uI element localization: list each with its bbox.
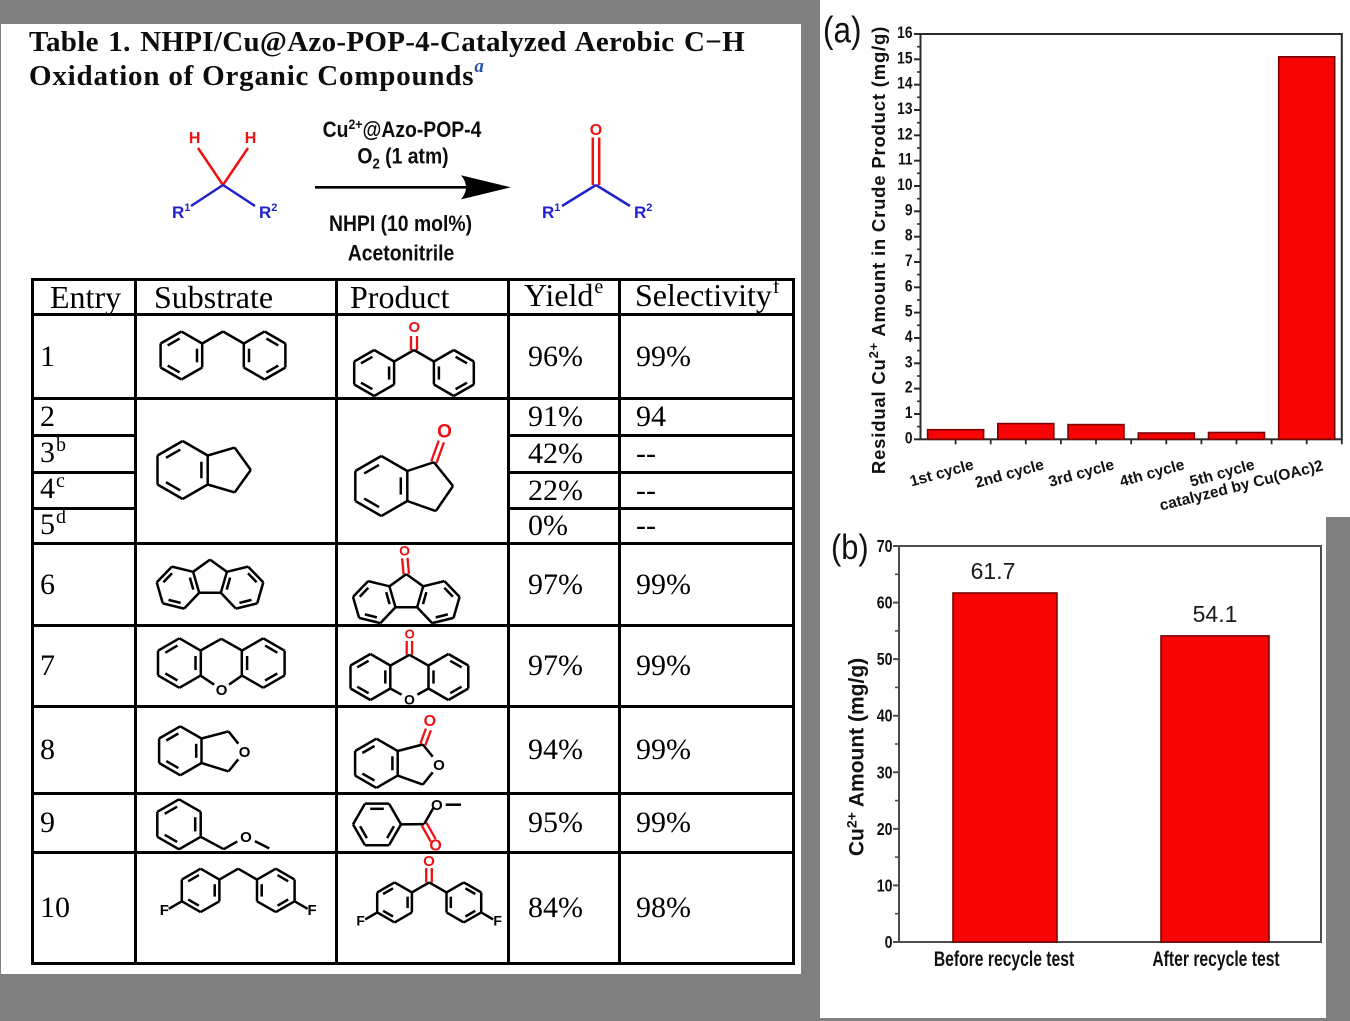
svg-text:14: 14 [897,74,913,93]
svg-text:R2: R2 [634,202,652,222]
svg-text:O: O [423,853,435,870]
svg-text:12: 12 [897,125,912,144]
svg-text:30: 30 [877,764,893,783]
svg-text:9: 9 [905,201,913,220]
svg-text:60: 60 [877,594,893,613]
svg-text:3rd cycle: 3rd cycle [1047,456,1117,490]
svg-text:H: H [245,130,257,147]
svg-text:O: O [239,744,251,761]
svg-text:H: H [189,130,201,147]
svg-text:16: 16 [897,24,913,43]
svg-text:2nd cycle: 2nd cycle [973,456,1046,491]
svg-text:(b): (b) [831,527,869,566]
svg-text:8: 8 [905,226,913,245]
svg-text:NHPI (10 mol%): NHPI (10 mol%) [329,212,472,236]
svg-text:R2: R2 [259,202,277,222]
svg-text:O: O [431,797,443,814]
svg-text:O: O [424,713,436,730]
svg-text:R1: R1 [542,202,560,222]
svg-text:O: O [216,682,228,699]
svg-text:20: 20 [877,821,893,840]
svg-text:After recycle test: After recycle test [1152,947,1280,971]
svg-text:4th cycle: 4th cycle [1118,456,1187,490]
svg-text:O: O [429,837,441,854]
svg-text:5: 5 [905,302,913,321]
svg-text:O: O [437,422,452,443]
svg-text:F: F [308,902,317,919]
svg-text:70: 70 [877,538,893,557]
svg-text:Before recycle test: Before recycle test [934,947,1075,971]
svg-text:40: 40 [877,707,893,726]
svg-text:O: O [433,757,445,774]
svg-text:F: F [160,902,169,919]
svg-text:6: 6 [905,277,913,296]
svg-text:50: 50 [877,651,893,670]
svg-text:7: 7 [905,252,913,271]
svg-text:(a): (a) [823,10,861,51]
svg-text:10: 10 [897,176,912,195]
svg-text:O: O [240,829,252,846]
svg-text:O2 (1 atm): O2 (1 atm) [357,144,448,171]
svg-text:O: O [399,543,410,559]
svg-text:O: O [590,122,602,139]
svg-text:Acetonitrile: Acetonitrile [348,241,454,265]
svg-text:O: O [405,626,415,641]
svg-text:Cu2+@Azo-POP-4: Cu2+@Azo-POP-4 [323,116,482,142]
svg-text:1st cycle: 1st cycle [908,456,976,490]
svg-text:Residual Cu2+ Amount in Crude: Residual Cu2+ Amount in Crude Product (m… [866,26,889,474]
svg-text:10: 10 [877,877,893,896]
svg-text:4: 4 [905,328,913,347]
svg-text:2: 2 [905,378,913,397]
svg-text:R1: R1 [172,202,190,222]
svg-text:O: O [408,319,420,336]
svg-text:F: F [356,912,365,928]
svg-text:15: 15 [897,49,913,68]
svg-text:0: 0 [885,934,893,953]
svg-text:61.7: 61.7 [971,558,1016,584]
svg-text:1: 1 [905,404,913,423]
svg-text:54.1: 54.1 [1193,601,1238,627]
svg-text:F: F [493,912,502,928]
svg-text:11: 11 [898,150,913,169]
svg-text:0: 0 [905,429,913,448]
svg-text:3: 3 [905,353,913,372]
svg-text:13: 13 [897,100,913,119]
svg-text:O: O [404,692,415,708]
